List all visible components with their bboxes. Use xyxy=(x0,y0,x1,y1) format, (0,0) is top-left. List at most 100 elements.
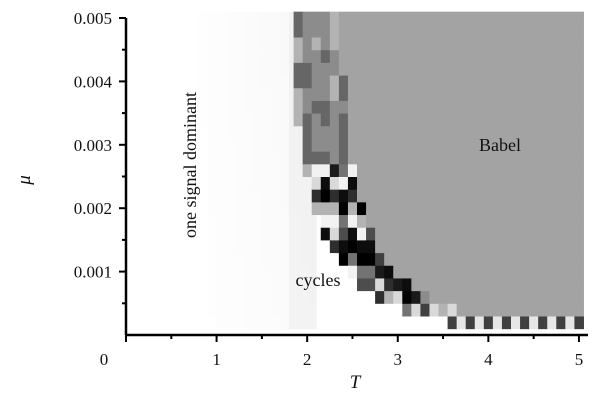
heatmap-cell xyxy=(529,138,539,152)
heatmap-cell xyxy=(270,315,281,330)
heatmap-cell xyxy=(347,239,358,254)
heatmap-cell xyxy=(411,151,421,165)
heatmap-cell xyxy=(520,163,530,177)
heatmap-cell xyxy=(329,227,340,241)
heatmap-cell xyxy=(420,49,430,63)
heatmap-cell xyxy=(447,87,458,101)
heatmap-cell xyxy=(357,37,367,51)
heatmap-cell xyxy=(311,75,322,89)
heatmap-cell xyxy=(402,62,412,76)
heatmap-cell xyxy=(366,151,376,165)
heatmap-cell xyxy=(556,290,566,304)
heatmap-cell xyxy=(252,125,263,139)
heatmap-cell xyxy=(393,24,403,38)
heatmap-cell xyxy=(492,49,503,63)
heatmap-cell xyxy=(501,138,512,152)
heatmap-cell xyxy=(411,176,421,190)
heatmap-cell xyxy=(547,303,557,317)
heatmap-cell xyxy=(574,37,584,51)
heatmap-cell xyxy=(565,176,575,190)
heatmap-cell xyxy=(483,62,494,76)
heatmap-cell xyxy=(375,100,385,114)
heatmap-cell xyxy=(320,201,331,216)
heatmap-cell xyxy=(547,138,557,152)
heatmap-cell xyxy=(225,125,236,139)
heatmap-cell xyxy=(474,75,485,89)
heatmap-cell xyxy=(447,11,458,25)
heatmap-cell xyxy=(420,125,430,139)
heatmap-cell xyxy=(302,11,313,25)
heatmap-cell xyxy=(216,201,227,216)
heatmap-cell xyxy=(538,303,548,317)
heatmap-cell xyxy=(438,239,449,254)
heatmap-cell xyxy=(280,214,290,228)
heatmap-cell xyxy=(447,37,458,51)
heatmap-cell xyxy=(243,151,254,165)
heatmap-cell xyxy=(556,176,566,190)
heatmap-cell xyxy=(252,290,263,304)
heatmap-cell xyxy=(429,303,440,317)
heatmap-cell xyxy=(252,100,263,114)
heatmap-cell xyxy=(207,151,218,165)
heatmap-cell xyxy=(547,176,557,190)
heatmap-cell xyxy=(520,24,530,38)
heatmap-cell xyxy=(225,277,236,292)
heatmap-cell xyxy=(465,100,476,114)
heatmap-cell xyxy=(320,189,331,203)
heatmap-cell xyxy=(529,125,539,139)
heatmap-cell xyxy=(483,252,494,266)
heatmap-cell xyxy=(465,113,476,127)
heatmap-cell xyxy=(366,176,376,190)
heatmap-cell xyxy=(234,75,245,89)
heatmap-cell xyxy=(366,214,376,228)
heatmap-cell xyxy=(311,176,322,190)
heatmap-cell xyxy=(329,163,340,177)
heatmap-cell xyxy=(520,75,530,89)
heatmap-cell xyxy=(520,62,530,76)
heatmap-cell xyxy=(338,239,349,254)
heatmap-cell xyxy=(293,87,304,101)
heatmap-cell xyxy=(307,214,317,228)
heatmap-cell xyxy=(384,201,394,216)
heatmap-cell xyxy=(501,125,512,139)
heatmap-cell xyxy=(261,11,272,25)
heatmap-cell xyxy=(547,100,557,114)
heatmap-cell xyxy=(402,138,412,152)
heatmap-cell xyxy=(474,11,485,25)
heatmap-cell xyxy=(225,75,236,89)
heatmap-cell xyxy=(402,290,412,304)
heatmap-cell xyxy=(307,265,317,279)
heatmap-cell xyxy=(529,24,539,38)
heatmap-cell xyxy=(366,189,376,203)
heatmap-cell xyxy=(320,49,331,63)
heatmap-cell xyxy=(474,277,485,292)
heatmap-cell xyxy=(198,100,209,114)
heatmap-cell xyxy=(280,252,290,266)
heatmap-cell xyxy=(574,24,584,38)
heatmap-cell xyxy=(492,163,503,177)
heatmap-cell xyxy=(302,75,313,89)
heatmap-cell xyxy=(320,62,331,76)
heatmap-cell xyxy=(302,62,313,76)
heatmap-cell xyxy=(338,163,349,177)
heatmap-cell xyxy=(261,163,272,177)
heatmap-cell xyxy=(438,37,449,51)
heatmap-cell xyxy=(329,214,340,228)
heatmap-cell xyxy=(529,75,539,89)
heatmap-cell xyxy=(420,201,430,216)
heatmap-cell xyxy=(261,189,272,203)
heatmap-cell xyxy=(311,151,322,165)
y-tick-label: 0.004 xyxy=(74,72,113,91)
heatmap-cell xyxy=(402,227,412,241)
heatmap-cell xyxy=(483,37,494,51)
heatmap-cell xyxy=(243,239,254,254)
heatmap-cell xyxy=(529,100,539,114)
heatmap-cell xyxy=(574,189,584,203)
heatmap-cell xyxy=(270,265,281,279)
heatmap-cell xyxy=(565,37,575,51)
heatmap-cell xyxy=(375,37,385,51)
heatmap-cell xyxy=(447,265,458,279)
heatmap-cell xyxy=(520,151,530,165)
heatmap-cell xyxy=(429,163,440,177)
